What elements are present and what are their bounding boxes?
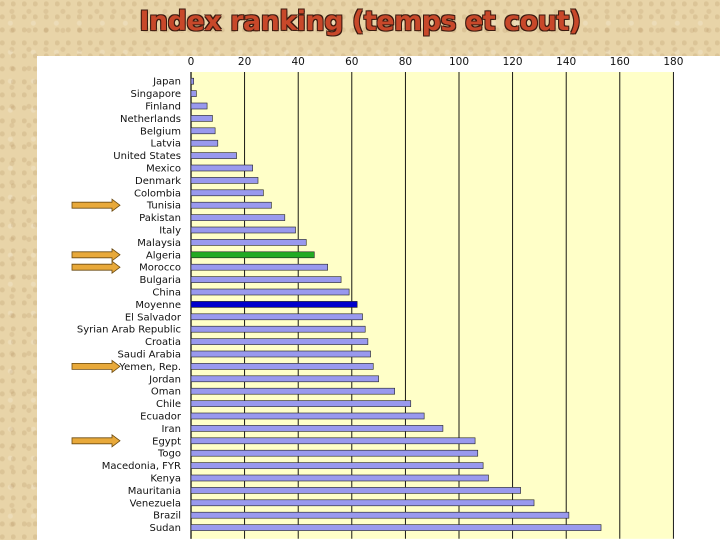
- category-label: Malaysia: [137, 238, 181, 249]
- category-label: Tunisia: [146, 201, 181, 212]
- category-label: Yemen, Rep.: [118, 362, 181, 373]
- x-tick-label: 20: [238, 56, 251, 68]
- bar-finland: [190, 102, 208, 110]
- bar-belgium: [190, 127, 216, 135]
- arrow-markers: [71, 198, 121, 448]
- bar-saudi-arabia: [190, 350, 371, 358]
- category-label: China: [152, 288, 181, 299]
- bar-netherlands: [190, 115, 213, 122]
- category-label: Denmark: [135, 176, 181, 187]
- x-tick-label: 140: [556, 56, 576, 68]
- bar-tunisia: [190, 201, 272, 209]
- category-label: Brazil: [153, 511, 181, 522]
- category-label: Jordan: [148, 374, 181, 385]
- arrow-marker: [71, 260, 121, 275]
- bar-kenya: [190, 474, 489, 482]
- category-label: Sudan: [150, 523, 182, 534]
- bar-colombia: [190, 189, 264, 197]
- bar-iran: [190, 425, 444, 432]
- bar-united-states: [190, 152, 237, 159]
- slide-title: Index ranking (temps et cout): [139, 6, 581, 37]
- category-label: Belgium: [140, 126, 181, 137]
- bar-macedonia-fyr: [190, 462, 484, 469]
- category-label: Oman: [151, 387, 181, 398]
- category-label: Togo: [157, 449, 181, 460]
- bar-latvia: [190, 139, 219, 147]
- bar-algeria: [190, 251, 315, 259]
- bar-el-salvador: [190, 313, 363, 321]
- category-label: Morocco: [139, 263, 181, 274]
- category-label: Venezuela: [130, 498, 181, 509]
- arrow-marker: [71, 433, 121, 448]
- arrow-marker: [71, 248, 121, 262]
- x-tick-label: 40: [292, 56, 305, 68]
- bar-singapore: [190, 90, 197, 97]
- category-label: Macedonia, FYR: [102, 461, 181, 472]
- bar-morocco: [190, 263, 328, 271]
- category-label: Kenya: [150, 474, 181, 485]
- x-tick-labels: 0 20 40 60 80 100 120 140 160 180: [188, 56, 684, 68]
- category-label: Ecuador: [140, 412, 182, 423]
- category-label: Chile: [156, 399, 181, 410]
- category-label: Singapore: [131, 89, 181, 100]
- x-tick-label: 0: [188, 56, 195, 68]
- bar-pakistan: [190, 214, 286, 221]
- bar-yemen-rep: [190, 363, 374, 370]
- bar-venezuela: [190, 499, 535, 507]
- bar-egypt: [190, 437, 476, 445]
- category-label: Egypt: [152, 436, 181, 447]
- bar-chile: [190, 400, 412, 407]
- x-tick-label: 160: [610, 56, 630, 68]
- bar-croatia: [190, 338, 369, 345]
- bar-malaysia: [190, 239, 307, 246]
- bar-japan: [190, 77, 194, 85]
- x-tick-label: 80: [399, 56, 412, 68]
- x-tick-label: 60: [345, 56, 358, 68]
- bar-bulgaria: [190, 276, 342, 283]
- category-label: Iran: [161, 424, 181, 435]
- category-label: Italy: [159, 226, 181, 237]
- bar-mauritania: [190, 487, 521, 494]
- bar-brazil: [190, 511, 570, 519]
- category-label: Bulgaria: [140, 275, 181, 286]
- category-label: Syrian Arab Republic: [77, 325, 181, 336]
- bars: [190, 77, 602, 531]
- arrow-marker: [71, 198, 121, 212]
- category-label: Japan: [152, 77, 181, 88]
- category-label: Finland: [145, 102, 181, 113]
- category-label: United States: [113, 151, 181, 162]
- x-tick-label: 120: [503, 56, 523, 68]
- category-label: Algeria: [146, 250, 181, 261]
- bar-denmark: [190, 177, 259, 184]
- x-tick-label: 100: [449, 56, 469, 68]
- bar-syrian-arab-republic: [190, 325, 366, 333]
- bar-mexico: [190, 164, 253, 172]
- bar-china: [190, 288, 350, 296]
- bar-jordan: [190, 375, 379, 383]
- arrow-marker: [71, 359, 121, 374]
- category-label: Saudi Arabia: [118, 350, 181, 361]
- bar-moyenne: [190, 301, 358, 308]
- category-label: Colombia: [134, 188, 181, 199]
- category-label: Mexico: [146, 164, 181, 175]
- category-label: El Salvador: [125, 312, 182, 323]
- bar-ecuador: [190, 412, 425, 420]
- category-label: Mauritania: [128, 486, 181, 497]
- category-label: Croatia: [145, 337, 181, 348]
- category-label: Pakistan: [139, 213, 181, 224]
- bar-sudan: [190, 524, 602, 531]
- bar-italy: [190, 226, 296, 234]
- bar-oman: [190, 387, 395, 395]
- category-label: Latvia: [151, 139, 181, 150]
- x-tick-label: 180: [663, 56, 683, 68]
- category-label: Netherlands: [120, 114, 181, 125]
- bar-togo: [190, 449, 479, 457]
- category-label: Moyenne: [135, 300, 181, 311]
